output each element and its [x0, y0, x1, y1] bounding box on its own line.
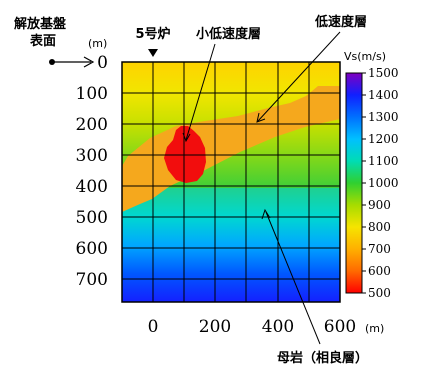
- kaiho-label-line1: 解放基盤: [13, 16, 67, 32]
- colorbar-tick-label: 900: [368, 198, 391, 212]
- colorbar-tick-label: 1000: [368, 176, 399, 190]
- y-tick-label: 100: [76, 84, 108, 104]
- colorbar-tick-label: 700: [368, 242, 391, 256]
- small-low-velocity-pointer: [185, 43, 216, 141]
- colorbar-tick-label: 1100: [368, 154, 399, 168]
- colorbar-tick-label: 1200: [368, 132, 399, 146]
- colorbar-ticks: 500 600 700 800 900 1000 1100 1200 1300 1400 1500: [362, 66, 399, 300]
- low-velocity-pointer: [257, 31, 341, 122]
- y-tick-label: 500: [76, 208, 108, 228]
- surface-arrow-head: [83, 56, 95, 68]
- colorbar-tick-label: 800: [368, 220, 391, 234]
- x-tick-label: 200: [199, 317, 231, 337]
- low-velocity-zone: [122, 86, 340, 212]
- y-tick-label: 0: [97, 53, 108, 73]
- small-low-velocity-arrowhead: [182, 132, 191, 143]
- bedrock-arrowhead: [261, 208, 271, 220]
- y-tick-label: 700: [76, 270, 108, 290]
- low-velocity-label: 低速度層: [314, 14, 367, 30]
- colorbar-title: Vs(m/s): [344, 50, 386, 63]
- x-axis: 0 200 400 600 (m): [148, 317, 385, 337]
- reactor-marker-triangle: [148, 49, 158, 57]
- reactor-label: 5号炉: [135, 26, 170, 42]
- colorbar-tick-label: 1500: [368, 66, 399, 80]
- plot-frame: [121, 61, 341, 303]
- colorbar-tick-label: 500: [368, 286, 391, 300]
- colorbar-tick-label: 600: [368, 264, 391, 278]
- y-axis: 0 100 200 300 400 500 600 700: [76, 53, 108, 290]
- kaiho-label-line2: 表面: [29, 33, 56, 49]
- lower-layer: [122, 188, 340, 302]
- bedrock-pointer: [265, 211, 321, 345]
- velocity-field: [122, 62, 340, 302]
- colorbar-tick-label: 1300: [368, 110, 399, 124]
- colorbar: [345, 72, 363, 294]
- y-tick-label: 600: [76, 239, 108, 259]
- y-tick-label: 300: [76, 146, 108, 166]
- low-velocity-arrowhead: [256, 112, 266, 123]
- x-tick-label: 400: [262, 317, 294, 337]
- x-unit-label: (m): [365, 322, 384, 335]
- y-tick-label: 400: [76, 177, 108, 197]
- bedrock-label: 母岩（相良層）: [277, 350, 368, 365]
- y-unit-label: (m): [88, 37, 107, 50]
- small-low-velocity-label: 小低速度層: [196, 26, 261, 42]
- colorbar-tick-label: 1400: [368, 88, 399, 102]
- y-tick-label: 200: [76, 115, 108, 135]
- x-tick-label: 0: [148, 317, 159, 337]
- x-tick-label: 600: [324, 317, 356, 337]
- grid: [122, 62, 340, 302]
